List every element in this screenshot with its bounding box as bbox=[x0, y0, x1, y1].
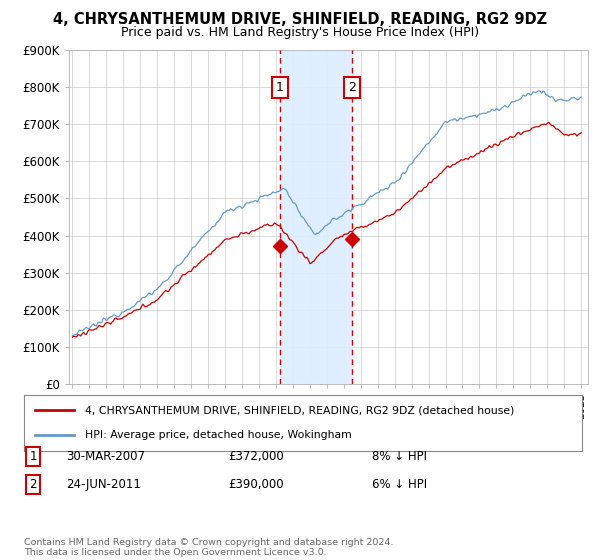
Text: 2: 2 bbox=[29, 478, 37, 491]
Text: HPI: Average price, detached house, Wokingham: HPI: Average price, detached house, Woki… bbox=[85, 430, 352, 440]
Text: 4, CHRYSANTHEMUM DRIVE, SHINFIELD, READING, RG2 9DZ (detached house): 4, CHRYSANTHEMUM DRIVE, SHINFIELD, READI… bbox=[85, 405, 515, 416]
Text: 24-JUN-2011: 24-JUN-2011 bbox=[66, 478, 141, 491]
Text: 2: 2 bbox=[348, 81, 356, 94]
Text: 6% ↓ HPI: 6% ↓ HPI bbox=[372, 478, 427, 491]
Text: Price paid vs. HM Land Registry's House Price Index (HPI): Price paid vs. HM Land Registry's House … bbox=[121, 26, 479, 39]
Text: Contains HM Land Registry data © Crown copyright and database right 2024.
This d: Contains HM Land Registry data © Crown c… bbox=[24, 538, 394, 557]
Text: 30-MAR-2007: 30-MAR-2007 bbox=[66, 450, 145, 463]
Text: 8% ↓ HPI: 8% ↓ HPI bbox=[372, 450, 427, 463]
Text: 1: 1 bbox=[29, 450, 37, 463]
Text: £390,000: £390,000 bbox=[228, 478, 284, 491]
Text: £372,000: £372,000 bbox=[228, 450, 284, 463]
Text: 4, CHRYSANTHEMUM DRIVE, SHINFIELD, READING, RG2 9DZ: 4, CHRYSANTHEMUM DRIVE, SHINFIELD, READI… bbox=[53, 12, 547, 27]
Text: 1: 1 bbox=[276, 81, 284, 94]
Bar bbox=[280, 50, 352, 384]
